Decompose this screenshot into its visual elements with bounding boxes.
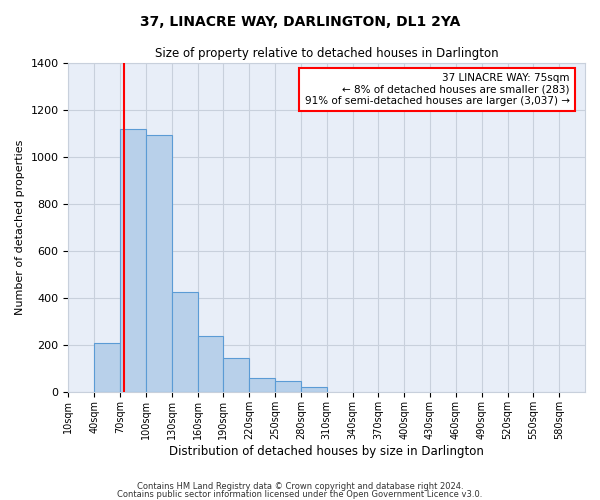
- Text: Contains HM Land Registry data © Crown copyright and database right 2024.: Contains HM Land Registry data © Crown c…: [137, 482, 463, 491]
- X-axis label: Distribution of detached houses by size in Darlington: Distribution of detached houses by size …: [169, 444, 484, 458]
- Text: 37, LINACRE WAY, DARLINGTON, DL1 2YA: 37, LINACRE WAY, DARLINGTON, DL1 2YA: [140, 15, 460, 29]
- Bar: [120, 129, 146, 392]
- Bar: [223, 358, 249, 392]
- Y-axis label: Number of detached properties: Number of detached properties: [15, 140, 25, 315]
- Bar: [94, 342, 120, 392]
- Text: Contains public sector information licensed under the Open Government Licence v3: Contains public sector information licen…: [118, 490, 482, 499]
- Bar: [146, 134, 172, 392]
- Bar: [275, 380, 301, 392]
- Text: 37 LINACRE WAY: 75sqm
← 8% of detached houses are smaller (283)
91% of semi-deta: 37 LINACRE WAY: 75sqm ← 8% of detached h…: [305, 73, 569, 106]
- Title: Size of property relative to detached houses in Darlington: Size of property relative to detached ho…: [155, 48, 499, 60]
- Bar: [301, 387, 327, 392]
- Bar: [249, 378, 275, 392]
- Bar: [197, 336, 223, 392]
- Bar: [172, 292, 197, 392]
